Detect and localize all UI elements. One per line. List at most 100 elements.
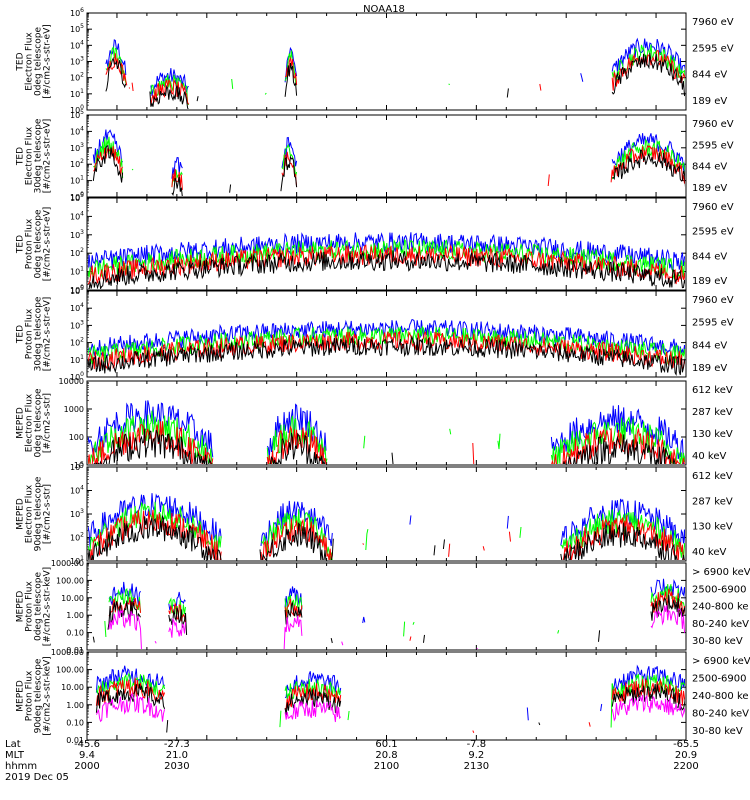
y-tick-label: 0.10 bbox=[66, 718, 84, 727]
series-trace-blue bbox=[580, 73, 584, 82]
series-trace-green bbox=[284, 594, 303, 615]
y-axis-title-line: [#/cm2-s-str] bbox=[43, 484, 53, 544]
series-trace-black bbox=[168, 607, 188, 636]
series-trace-magenta bbox=[611, 694, 685, 722]
series-trace-black bbox=[166, 720, 169, 733]
y-axis-title-line: MEPED bbox=[16, 498, 26, 530]
series-trace-magenta bbox=[154, 640, 157, 644]
series-trace-blue bbox=[550, 405, 685, 464]
series-trace-magenta bbox=[283, 615, 303, 649]
trace-group bbox=[88, 232, 685, 289]
series-trace-red bbox=[260, 518, 333, 560]
series-trace-magenta bbox=[650, 605, 685, 634]
series-trace-black bbox=[259, 522, 334, 560]
y-tick-label: 106 bbox=[70, 7, 84, 18]
trace-group bbox=[92, 578, 685, 649]
series-trace-black bbox=[88, 250, 685, 289]
y-tick-label: 0.01 bbox=[66, 646, 84, 655]
time-axis-footer: LatMLThhmm-45.69.42000-27.321.0203060.12… bbox=[5, 739, 699, 783]
series-trace-red bbox=[168, 603, 186, 623]
footer-lat-value: -7.8 bbox=[467, 739, 487, 750]
legend-entry: 80-240 keV bbox=[692, 709, 749, 720]
y-axis-title-line: [#/cm2-s-str-eV] bbox=[43, 119, 53, 194]
y-axis-title-line: TED bbox=[16, 52, 26, 71]
trace-group bbox=[95, 664, 685, 734]
series-trace-green bbox=[403, 621, 406, 637]
series-trace-blue bbox=[266, 403, 327, 458]
legend-entry: 2595 eV bbox=[692, 140, 734, 151]
series-trace-black bbox=[560, 522, 685, 560]
y-axis-title-line: MEPED bbox=[16, 407, 26, 439]
series-trace-red bbox=[88, 421, 214, 464]
series-trace-black bbox=[107, 600, 141, 630]
y-axis-title-line: Proton Flux bbox=[25, 308, 35, 359]
y-axis-title-line: MEPED bbox=[16, 680, 26, 712]
y-tick-label: 102 bbox=[70, 158, 84, 169]
series-trace-red bbox=[284, 598, 303, 619]
legend-entry: 130 keV bbox=[692, 522, 733, 533]
legend-entry: 189 eV bbox=[692, 276, 727, 287]
series-trace-green bbox=[448, 83, 450, 86]
y-axis-title-line: 90deg telescope bbox=[34, 476, 44, 551]
series-trace-red bbox=[266, 425, 327, 464]
series-trace-green bbox=[650, 584, 685, 611]
series-trace-green bbox=[519, 526, 522, 538]
series-trace-red bbox=[539, 83, 542, 91]
y-tick-label: 101 bbox=[70, 266, 84, 277]
series-trace-green bbox=[88, 238, 685, 280]
y-tick-label: 103 bbox=[70, 508, 84, 519]
y-tick-label: 1.00 bbox=[66, 611, 84, 620]
series-trace-black bbox=[92, 636, 95, 643]
y-axis-title-line: TED bbox=[16, 325, 26, 344]
y-tick-label: 100.00 bbox=[56, 666, 84, 675]
date-label: 2019 Dec 05 bbox=[5, 772, 69, 783]
footer-mlt-value: 20.9 bbox=[675, 750, 697, 761]
series-trace-black bbox=[284, 63, 298, 97]
series-trace-blue bbox=[171, 157, 183, 179]
series-trace-black bbox=[556, 434, 676, 464]
series-trace-green bbox=[347, 710, 350, 721]
footer-row-label: MLT bbox=[5, 750, 25, 761]
y-axis-title-line: 0deg telescope bbox=[34, 572, 44, 642]
y-tick-label: 103 bbox=[70, 319, 84, 330]
series-trace-green bbox=[279, 710, 282, 728]
y-tick-label: 104 bbox=[70, 485, 84, 496]
panel-8: 0.01 0.10 1.00 10.00 100.00 1000.00 MEPED Proto… bbox=[16, 648, 750, 745]
legend-entry: 612 keV bbox=[692, 471, 733, 482]
series-trace-green bbox=[150, 74, 190, 106]
series-trace-magenta bbox=[95, 691, 166, 723]
series-trace-green bbox=[449, 428, 452, 435]
series-trace-blue bbox=[108, 581, 141, 606]
series-trace-red bbox=[362, 543, 365, 545]
footer-hhmm-value: 2000 bbox=[74, 761, 99, 772]
y-tick-label: 0.01 bbox=[66, 736, 84, 745]
y-tick-label: 103 bbox=[70, 56, 84, 67]
series-trace-blue bbox=[506, 515, 509, 529]
y-tick-label: 10000 bbox=[59, 377, 84, 386]
legend-entry: 2500-6900 bbox=[692, 674, 747, 685]
series-trace-green bbox=[412, 621, 415, 625]
legend-entry: 2595 eV bbox=[692, 318, 734, 329]
y-axis-title-line: [#/cm2-s-str-eV] bbox=[43, 207, 53, 282]
series-trace-red bbox=[131, 82, 134, 92]
series-trace-red bbox=[448, 543, 451, 557]
y-tick-label: 104 bbox=[70, 125, 84, 136]
y-tick-label: 105 bbox=[70, 23, 84, 34]
footer-hhmm-value: 2100 bbox=[374, 761, 399, 772]
footer-mlt-value: 9.2 bbox=[468, 750, 484, 761]
panel-3: 100 101 102 103 104 105 TED Proton Flux 0deg tel… bbox=[16, 192, 734, 295]
legend-entry: 189 eV bbox=[692, 96, 727, 107]
series-trace-blue bbox=[611, 664, 685, 692]
y-tick-label: 101 bbox=[70, 88, 84, 99]
y-tick-label: 100.00 bbox=[56, 576, 84, 585]
y-axis-title-line: [#/cm2-s-str] bbox=[43, 393, 53, 453]
series-trace-blue bbox=[362, 616, 366, 624]
trace-group bbox=[105, 37, 685, 109]
y-tick-label: 104 bbox=[70, 302, 84, 313]
series-trace-blue bbox=[409, 515, 412, 525]
series-trace-black bbox=[88, 335, 685, 376]
legend-entry: > 6900 keV bbox=[692, 656, 750, 667]
footer-mlt-value: 20.8 bbox=[375, 750, 397, 761]
